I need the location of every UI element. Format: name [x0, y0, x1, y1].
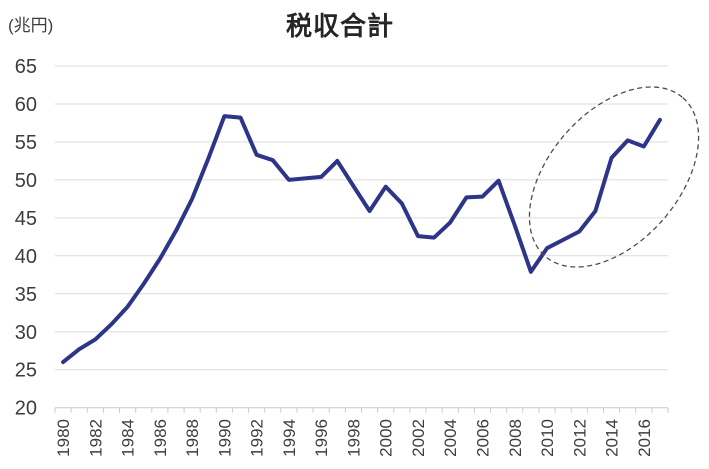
y-axis-tick-label: 65	[15, 56, 37, 78]
y-axis-tick-label: 60	[15, 94, 37, 116]
x-axis-tick-label: 1988	[183, 419, 202, 457]
x-axis-tick-label: 2016	[635, 419, 654, 457]
y-axis-tick-label: 40	[15, 246, 37, 268]
y-axis-tick-label: 45	[15, 208, 37, 230]
y-axis-tick-label: 25	[15, 360, 37, 382]
x-axis-tick-label: 1984	[119, 419, 138, 457]
y-axis-tick-label: 20	[15, 398, 37, 420]
tax-revenue-line	[61, 114, 662, 365]
x-axis-tick-label: 1990	[215, 419, 234, 457]
x-axis-tick-label: 1994	[280, 419, 299, 457]
y-axis-unit-label: (兆円)	[8, 16, 54, 35]
x-axis-tick-label: 1980	[54, 419, 73, 457]
x-axis-tick-label: 2010	[538, 419, 557, 457]
x-axis-tick-label: 1982	[86, 419, 105, 457]
x-axis-tick-label: 1986	[151, 419, 170, 457]
y-axis-tick-label: 30	[15, 322, 37, 344]
chart-title: 税収合計	[285, 11, 394, 41]
x-axis-tick-label: 1992	[248, 419, 267, 457]
x-axis-tick-label: 1996	[312, 419, 331, 457]
y-axis-tick-label: 50	[15, 170, 37, 192]
x-axis-tick-label: 2006	[474, 419, 493, 457]
x-axis-tick-label: 2012	[570, 419, 589, 457]
x-axis-tick-label: 2004	[441, 419, 460, 457]
y-axis-tick-label: 35	[15, 284, 37, 306]
x-axis-tick-label: 2002	[409, 419, 428, 457]
x-axis-tick-label: 2000	[377, 419, 396, 457]
x-axis-tick-label: 2008	[506, 419, 525, 457]
x-axis-tick-label: 2014	[603, 419, 622, 457]
x-axis-tick-label: 1998	[344, 419, 363, 457]
y-axis-tick-label: 55	[15, 132, 37, 154]
